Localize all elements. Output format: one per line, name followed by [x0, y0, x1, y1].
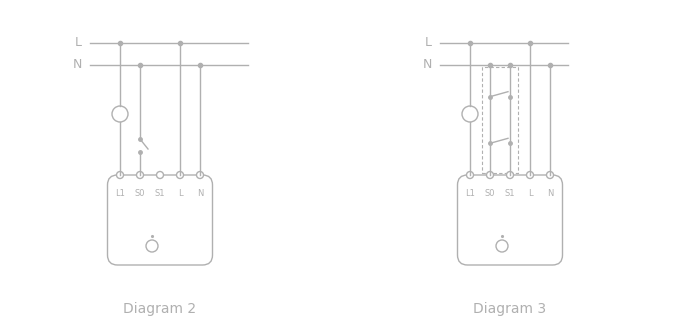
Text: N: N [197, 189, 203, 198]
Circle shape [486, 171, 493, 179]
Text: L: L [528, 189, 532, 198]
Circle shape [197, 171, 204, 179]
Circle shape [547, 171, 554, 179]
Text: L: L [75, 37, 82, 49]
FancyBboxPatch shape [458, 175, 563, 265]
Text: L1: L1 [115, 189, 125, 198]
Circle shape [116, 171, 123, 179]
FancyBboxPatch shape [108, 175, 213, 265]
Text: N: N [73, 59, 82, 72]
Text: N: N [547, 189, 553, 198]
Text: L1: L1 [465, 189, 475, 198]
Text: Diagram 2: Diagram 2 [123, 302, 197, 316]
Text: L: L [425, 37, 432, 49]
Circle shape [146, 240, 158, 252]
Text: S1: S1 [155, 189, 165, 198]
Circle shape [136, 171, 144, 179]
Text: S0: S0 [484, 189, 496, 198]
Text: N: N [423, 59, 432, 72]
Circle shape [466, 171, 473, 179]
Text: Diagram 3: Diagram 3 [473, 302, 547, 316]
Circle shape [507, 171, 514, 179]
Text: S1: S1 [505, 189, 515, 198]
Circle shape [112, 106, 128, 122]
Circle shape [157, 171, 164, 179]
Circle shape [462, 106, 478, 122]
Circle shape [496, 240, 508, 252]
Bar [482, 67, 518, 173]
Text: L: L [178, 189, 182, 198]
Text: S0: S0 [134, 189, 146, 198]
Circle shape [176, 171, 183, 179]
Circle shape [526, 171, 533, 179]
